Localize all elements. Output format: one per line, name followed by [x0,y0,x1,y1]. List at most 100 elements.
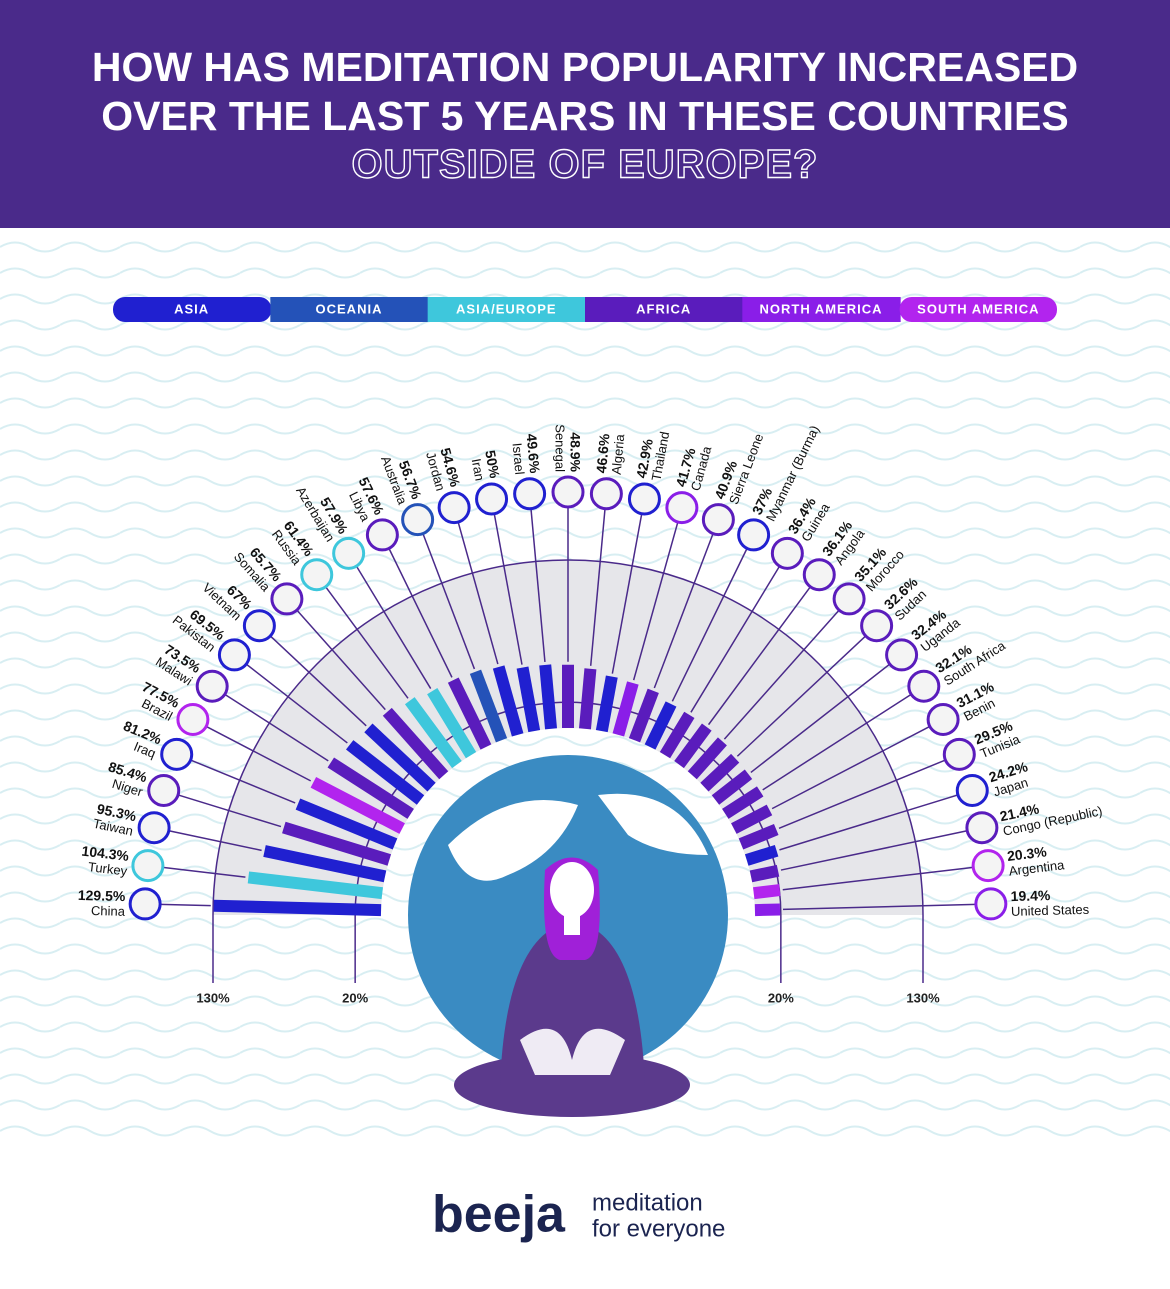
bar [687,737,727,780]
bar [744,845,779,866]
header [0,0,1170,228]
value-label: 104.3% [81,843,131,864]
meditator-illustration [454,857,690,1117]
tick-label: 130% [196,990,230,1005]
legend-label: SOUTH AMERICA [917,301,1039,316]
leader-line [224,693,329,762]
bar [749,864,780,883]
bar [659,711,695,759]
country-label: 46.6%Algeria [593,432,628,475]
country-label: 49.6%Israel [510,433,544,475]
country-label: 24.2%Japan [987,758,1030,799]
bar [731,804,773,834]
flag [665,491,699,525]
leader-line [762,693,912,791]
flag [802,558,836,592]
value-label: 49.6% [524,433,544,475]
country-label: 48.9%Senegal [553,424,584,472]
tick-label: 130% [906,990,940,1005]
bar [310,776,405,834]
country-label: 20.3%Argentina [1006,843,1066,878]
title-line: HOW HAS MEDITATION POPULARITY INCREASED [92,44,1078,90]
leader-line [296,609,386,711]
leader-line [778,759,946,830]
globe-land [598,793,708,855]
leader-line [671,548,748,702]
leader-line [690,565,781,713]
bar [578,668,597,730]
bar [427,688,477,759]
legend-swatch [427,297,586,322]
bar [738,823,779,850]
bar [247,871,383,900]
legend-label: ASIA/EUROPE [456,301,557,316]
bar [612,681,639,737]
value-label: 46.6% [593,432,613,474]
flag [176,702,210,736]
legend: ASIA OCEANIA ASIA/EUROPE AFRICA NORTH AMERIC… [113,297,1057,322]
flag [701,503,735,537]
flag [974,887,1008,921]
country-label: 50%Iran [469,449,503,482]
bar [295,798,398,850]
flag [965,811,999,845]
leader-line [269,635,367,727]
flag [551,475,585,509]
flag [926,702,960,736]
leader-line [750,663,891,774]
category-label: Algeria [609,433,628,475]
flag [401,503,435,537]
bar [213,899,382,917]
legend-label: ASIA [174,301,209,316]
tagline: meditation [592,1189,703,1216]
bar [595,675,618,733]
leader-line [530,508,546,663]
flag [147,773,181,807]
category-label: Senegal [553,424,568,472]
leader-line [493,513,523,665]
bar [469,669,508,743]
value-label: 129.5% [78,887,126,904]
value-label: 20.3% [1006,843,1048,864]
globe-land [448,800,578,881]
flag [332,536,366,570]
leader-line [782,866,974,891]
leader-line [355,565,432,689]
legend-swatch [742,297,901,322]
bar [327,757,414,819]
flag [128,887,162,921]
flag [217,638,251,672]
value-label: 19.4% [1010,887,1051,904]
leader-line [457,521,499,665]
leader-line [611,513,643,674]
tick-label: 20% [342,990,368,1005]
bar [674,723,712,769]
category-label: United States [1011,902,1090,919]
bar [539,664,558,730]
legend-label: AFRICA [636,301,691,316]
leader-line [245,663,348,744]
category-label: China [91,903,126,919]
value-label: 42.9% [633,437,656,479]
leader-line [325,586,409,699]
leader-line [162,866,246,878]
flag [160,737,194,771]
tagline: for everyone [592,1215,725,1242]
leader-line [779,794,959,851]
flag [365,518,399,552]
legend-swatch [270,297,429,322]
title-line: OVER THE LAST 5 YEARS IN THESE COUNTRIES [101,93,1068,139]
subtitle: OUTSIDE OF EUROPE? [352,143,819,187]
category-label: Iran [469,457,488,482]
flag [300,558,334,592]
bar [711,769,753,805]
plot: 20% 20%130% 130%129.5%China95.3%Taiwan81.2… [78,423,1104,1075]
flag [513,477,547,511]
leader-line [707,586,811,726]
bar [516,666,541,733]
flag [885,638,919,672]
bar [492,665,524,737]
category-label: Argentina [1008,857,1066,878]
value-label: 48.9% [567,432,583,472]
